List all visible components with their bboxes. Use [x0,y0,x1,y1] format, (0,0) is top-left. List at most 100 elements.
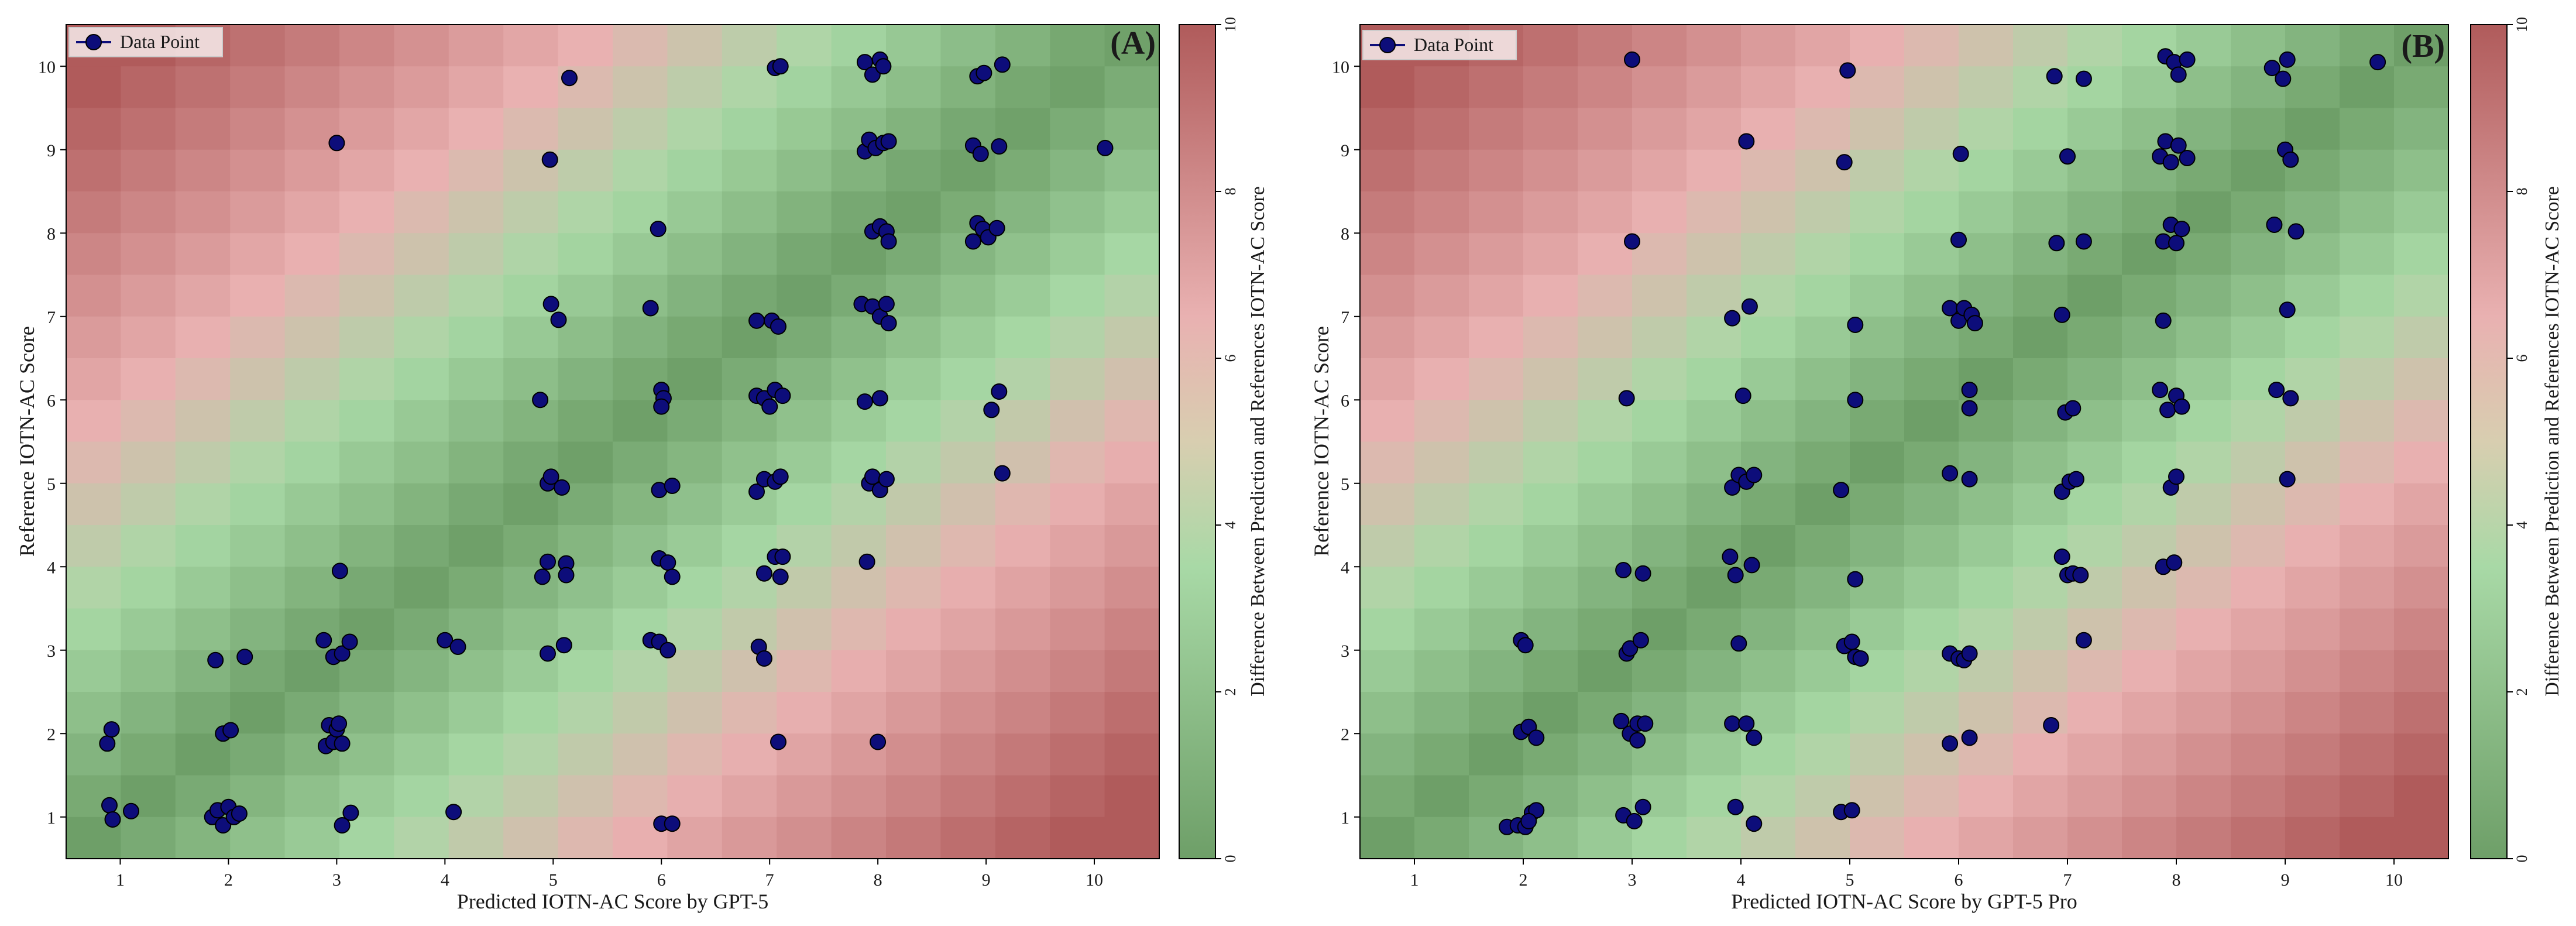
heatmap-cell [1050,25,1105,67]
heatmap-cell [1741,66,1796,109]
data-point [864,468,881,485]
heatmap-cell [2231,775,2286,818]
heatmap-cell [66,650,121,692]
heatmap-cell [2231,400,2286,443]
data-point [2170,137,2187,154]
colorbar-a: 0 2 4 6 8 10 Difference Between Prediction an… [1179,17,1269,863]
heatmap-cell [2013,650,2068,692]
colorbar-tick-label: 4 [2513,522,2530,529]
x-tick-label: 5 [1846,870,1854,890]
heatmap-cell [886,191,941,234]
heatmap-cell [503,775,559,818]
heatmap-cell [667,441,723,484]
data-point [880,133,897,150]
legend-label-a: Data Point [120,31,200,52]
heatmap-cell [2013,191,2068,234]
heatmap-cell [1360,233,1415,276]
heatmap-cell [667,650,723,692]
heatmap-cell [2394,733,2449,776]
heatmap-cell [886,525,941,567]
heatmap-cell [1523,191,1578,234]
heatmap-cell [1850,233,1905,276]
heatmap-cell [1050,567,1105,609]
data-point [1839,62,1856,79]
heatmap-cell [1632,441,1687,484]
data-point [449,639,466,655]
data-point [1961,382,1978,399]
data-point [772,468,789,485]
data-point [1843,802,1860,819]
heatmap-cell [448,817,504,859]
heatmap-cell [175,441,231,484]
data-point [540,645,556,662]
heatmap-cell [503,817,559,859]
heatmap-cell [1795,441,1850,484]
heatmap-cell [121,692,176,734]
x-tick-label: 1 [116,870,125,890]
heatmap-cell [558,692,613,734]
panel-a: 1 2 3 4 5 6 7 8 9 10 1 2 3 4 5 6 7 8 9 10 Data Point (A) P… [15,17,1269,913]
heatmap-cell [121,567,176,609]
heatmap-cell [121,441,176,484]
heatmap-cell [1578,66,1633,109]
heatmap-cell [995,692,1050,734]
heatmap-cell [394,775,449,818]
heatmap-cell [175,483,231,526]
heatmap-cell [339,567,394,609]
heatmap-cell [995,66,1050,109]
heatmap-cell [1469,316,1524,359]
heatmap-cell [1469,233,1524,276]
heatmap-cell [230,525,286,567]
data-point [1624,233,1640,250]
heatmap-cell [394,358,449,400]
data-point [1528,729,1545,746]
data-point [748,312,765,329]
heatmap-cell [121,233,176,276]
heatmap-cell [995,525,1050,567]
heatmap-cell [2013,775,2068,818]
heatmap-cell [2176,275,2231,317]
heatmap-cell [2067,733,2122,776]
heatmap-cell [339,692,394,734]
heatmap-cell [1632,149,1687,192]
x-tick-label: 5 [549,870,558,890]
heatmap-cell [339,358,394,400]
heatmap-cell [66,400,121,443]
plot-frame-b [1359,24,2449,859]
data-point [561,70,578,87]
heatmap-cell [1050,191,1105,234]
heatmap-cell [1632,275,1687,317]
heatmap-cell [1523,149,1578,192]
heatmap-cell [1904,483,1959,526]
heatmap-cell [831,692,887,734]
heatmap-cell [667,191,723,234]
heatmap-cell [121,608,176,651]
heatmap-cell [1414,775,1469,818]
heatmap-cell [1360,66,1415,109]
heatmap-cell [2122,608,2177,651]
heatmap-cell [2340,25,2395,67]
heatmap-cell [613,275,668,317]
heatmap-cell [230,567,286,609]
data-point [534,568,551,585]
heatmap-cell [1050,149,1105,192]
heatmap-cell [121,400,176,443]
heatmap-cell [831,567,887,609]
data-point [2275,70,2292,87]
heatmap-cell [1850,108,1905,150]
heatmap-cell [1523,441,1578,484]
colorbar-ticks-b: 0 2 4 6 8 10 [2507,17,2530,863]
heatmap-cell [230,608,286,651]
y-axis-label-b: Reference IOTN-AC Score [1310,326,1333,557]
heatmap-cell [1523,108,1578,150]
heatmap-cell [1850,66,1905,109]
heatmap-cell [284,275,340,317]
x-ticks-b: 1 2 3 4 5 6 7 8 9 10 [1410,859,2403,890]
heatmap-cell [777,775,832,818]
heatmap-cell [1632,25,1687,67]
data-point [2166,554,2183,571]
x-tick-label: 10 [2385,870,2403,890]
heatmap-cell [613,149,668,192]
data-point [858,553,875,570]
heatmap-cell [995,316,1050,359]
